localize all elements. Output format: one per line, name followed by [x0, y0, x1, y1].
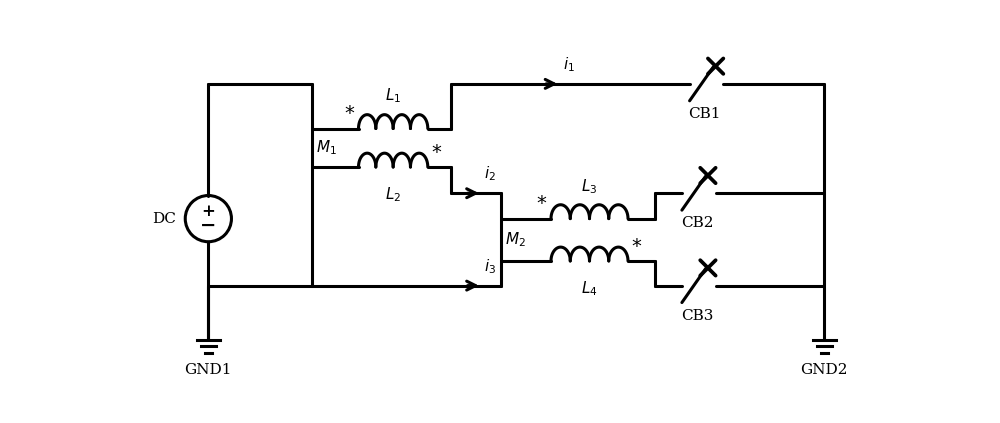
Text: DC: DC [152, 212, 176, 225]
Text: $i_3$: $i_3$ [484, 257, 496, 276]
Text: +: + [201, 203, 215, 220]
Text: $L_4$: $L_4$ [581, 280, 598, 298]
Text: $i_2$: $i_2$ [484, 165, 496, 183]
Text: GND2: GND2 [801, 363, 848, 376]
Text: $L_3$: $L_3$ [581, 177, 598, 195]
Text: *: * [344, 104, 354, 123]
Text: *: * [432, 143, 442, 162]
Text: $M_2$: $M_2$ [505, 231, 526, 249]
Text: CB3: CB3 [681, 309, 713, 323]
Text: $L_2$: $L_2$ [385, 186, 401, 204]
Text: −: − [200, 217, 217, 235]
Text: $L_1$: $L_1$ [385, 87, 401, 105]
Text: GND1: GND1 [185, 363, 232, 376]
Text: CB1: CB1 [688, 107, 721, 121]
Text: $M_1$: $M_1$ [316, 138, 337, 157]
Text: CB2: CB2 [681, 216, 713, 230]
Text: $i_1$: $i_1$ [563, 55, 575, 74]
Text: *: * [632, 236, 642, 255]
Text: *: * [537, 194, 546, 213]
